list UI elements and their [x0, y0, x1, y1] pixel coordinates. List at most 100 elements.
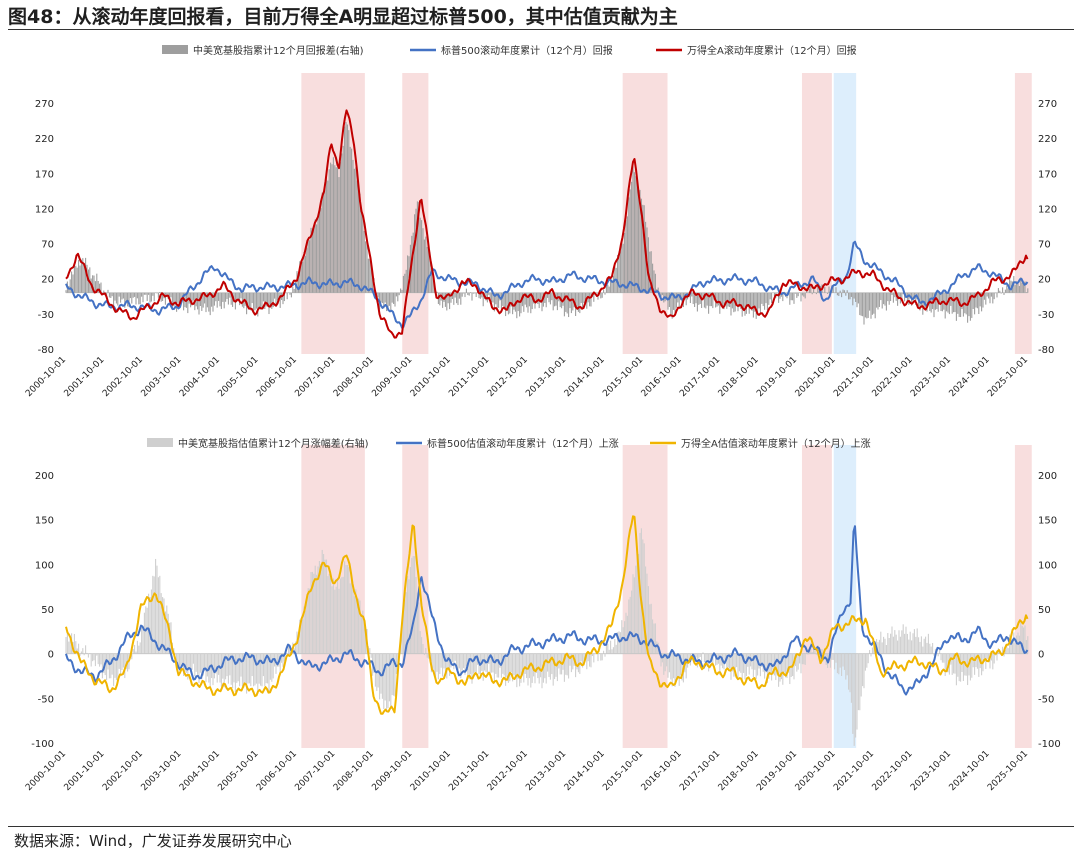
x-tick-label: 2004-10-01	[178, 749, 222, 793]
x-tick-label: 2025-10-01	[986, 355, 1030, 399]
shaded-period-6	[1014, 445, 1032, 748]
x-tick-label: 2000-10-01	[24, 355, 68, 399]
y-tick-right: -30	[1038, 310, 1054, 321]
y-tick-left: 200	[35, 471, 54, 482]
x-tick-label: 2025-10-01	[986, 749, 1030, 793]
y-tick-left: 50	[41, 605, 54, 616]
y-tick-right: 20	[1038, 275, 1051, 286]
y-tick-right: 120	[1038, 204, 1057, 215]
series-line-1	[65, 525, 1029, 696]
x-tick-label: 2001-10-01	[63, 749, 107, 793]
series-line-2	[65, 515, 1029, 715]
x-tick-label: 2023-10-01	[909, 355, 953, 399]
x-tick-label: 2008-10-01	[332, 749, 376, 793]
shaded-period-6	[1014, 73, 1032, 354]
x-tick-label: 2019-10-01	[755, 749, 799, 793]
y-tick-right: 0	[1038, 650, 1044, 661]
legend-label-2: 标普500滚动年度累计（12个月）回报	[441, 44, 613, 57]
x-tick-label: 2016-10-01	[640, 355, 684, 399]
legend-label-1: 中美宽基股指估值累计12个月涨幅差(右轴)	[178, 437, 369, 450]
x-tick-label: 2014-10-01	[563, 749, 607, 793]
y-tick-right: -50	[1038, 694, 1054, 705]
legend: 中美宽基股指估值累计12个月涨幅差(右轴) 标普500估值滚动年度累计（12个月）…	[147, 437, 871, 450]
shaded-period-5	[833, 73, 857, 354]
chart-panel-2: 中美宽基股指估值累计12个月涨幅差(右轴) 标普500估值滚动年度累计（12个月）…	[24, 437, 1061, 793]
shaded-period-4	[801, 73, 832, 354]
legend-label-2: 标普500估值滚动年度累计（12个月）上涨	[427, 437, 619, 450]
x-tick-label: 2014-10-01	[563, 355, 607, 399]
y-tick-left: -30	[38, 310, 54, 321]
x-tick-label: 2023-10-01	[909, 749, 953, 793]
x-tick-label: 2017-10-01	[678, 355, 722, 399]
x-tick-label: 2007-10-01	[293, 749, 337, 793]
y-tick-left: -100	[31, 739, 54, 750]
legend-swatch-area	[162, 45, 188, 54]
y-tick-right: 100	[1038, 560, 1057, 571]
x-tick-label: 2001-10-01	[63, 355, 107, 399]
x-tick-label: 2005-10-01	[216, 355, 260, 399]
x-tick-label: 2011-10-01	[447, 749, 491, 793]
series-line-1	[65, 240, 1029, 329]
x-tick-label: 2024-10-01	[948, 749, 992, 793]
x-tick-label: 2003-10-01	[139, 749, 183, 793]
data-source: 数据来源：Wind，广发证券发展研究中心	[14, 832, 292, 850]
x-tick-label: 2006-10-01	[255, 749, 299, 793]
x-tick-label: 2013-10-01	[524, 355, 568, 399]
x-tick-label: 2003-10-01	[139, 355, 183, 399]
x-tick-label: 2020-10-01	[794, 749, 838, 793]
y-tick-right: 200	[1038, 471, 1057, 482]
shaded-period-4	[801, 445, 832, 748]
x-tick-label: 2022-10-01	[871, 749, 915, 793]
x-tick-label: 2017-10-01	[678, 749, 722, 793]
y-tick-right: 270	[1038, 99, 1057, 110]
chart-panel-1: 中美宽基股指累计12个月回报差(右轴) 标普500滚动年度累计（12个月）回报 万得…	[24, 44, 1057, 399]
y-tick-left: 150	[35, 516, 54, 527]
x-tick-label: 2013-10-01	[524, 749, 568, 793]
x-tick-label: 2015-10-01	[601, 355, 645, 399]
y-tick-right: 50	[1038, 605, 1051, 616]
legend: 中美宽基股指累计12个月回报差(右轴) 标普500滚动年度累计（12个月）回报 万得…	[162, 44, 857, 57]
y-tick-right: 170	[1038, 169, 1057, 180]
series-spread-area	[65, 528, 1029, 746]
y-tick-left: 170	[35, 169, 54, 180]
x-tick-label: 2009-10-01	[370, 749, 414, 793]
y-tick-left: 70	[41, 240, 54, 251]
x-tick-label: 2016-10-01	[640, 749, 684, 793]
x-tick-label: 2008-10-01	[332, 355, 376, 399]
legend-label-1: 中美宽基股指累计12个月回报差(右轴)	[193, 44, 364, 57]
x-tick-label: 2002-10-01	[101, 355, 145, 399]
x-tick-label: 2000-10-01	[24, 749, 68, 793]
y-tick-left: 120	[35, 204, 54, 215]
y-tick-left: 20	[41, 275, 54, 286]
x-tick-label: 2022-10-01	[871, 355, 915, 399]
x-tick-label: 2010-10-01	[409, 355, 453, 399]
x-tick-label: 2002-10-01	[101, 749, 145, 793]
x-tick-label: 2012-10-01	[486, 355, 530, 399]
x-tick-label: 2020-10-01	[794, 355, 838, 399]
x-tick-label: 2015-10-01	[601, 749, 645, 793]
x-tick-label: 2005-10-01	[216, 749, 260, 793]
y-tick-left: -50	[38, 694, 54, 705]
x-tick-label: 2024-10-01	[948, 355, 992, 399]
y-tick-right: 70	[1038, 240, 1051, 251]
y-tick-right: -80	[1038, 345, 1054, 356]
x-tick-label: 2018-10-01	[717, 355, 761, 399]
figure-title: 图48：从滚动年度回报看，目前万得全A明显超过标普500，其中估值贡献为主	[8, 6, 678, 28]
legend-swatch-area	[147, 438, 173, 447]
x-tick-label: 2010-10-01	[409, 749, 453, 793]
x-tick-label: 2018-10-01	[717, 749, 761, 793]
y-tick-left: 220	[35, 134, 54, 145]
title-divider	[8, 29, 1074, 30]
x-tick-label: 2019-10-01	[755, 355, 799, 399]
series-line-2	[65, 109, 1029, 339]
x-tick-label: 2011-10-01	[447, 355, 491, 399]
x-tick-label: 2012-10-01	[486, 749, 530, 793]
x-tick-label: 2004-10-01	[178, 355, 222, 399]
y-tick-right: 150	[1038, 516, 1057, 527]
x-tick-label: 2021-10-01	[832, 355, 876, 399]
x-tick-label: 2006-10-01	[255, 355, 299, 399]
y-tick-right: 220	[1038, 134, 1057, 145]
y-tick-left: 100	[35, 560, 54, 571]
y-tick-right: -100	[1038, 739, 1061, 750]
